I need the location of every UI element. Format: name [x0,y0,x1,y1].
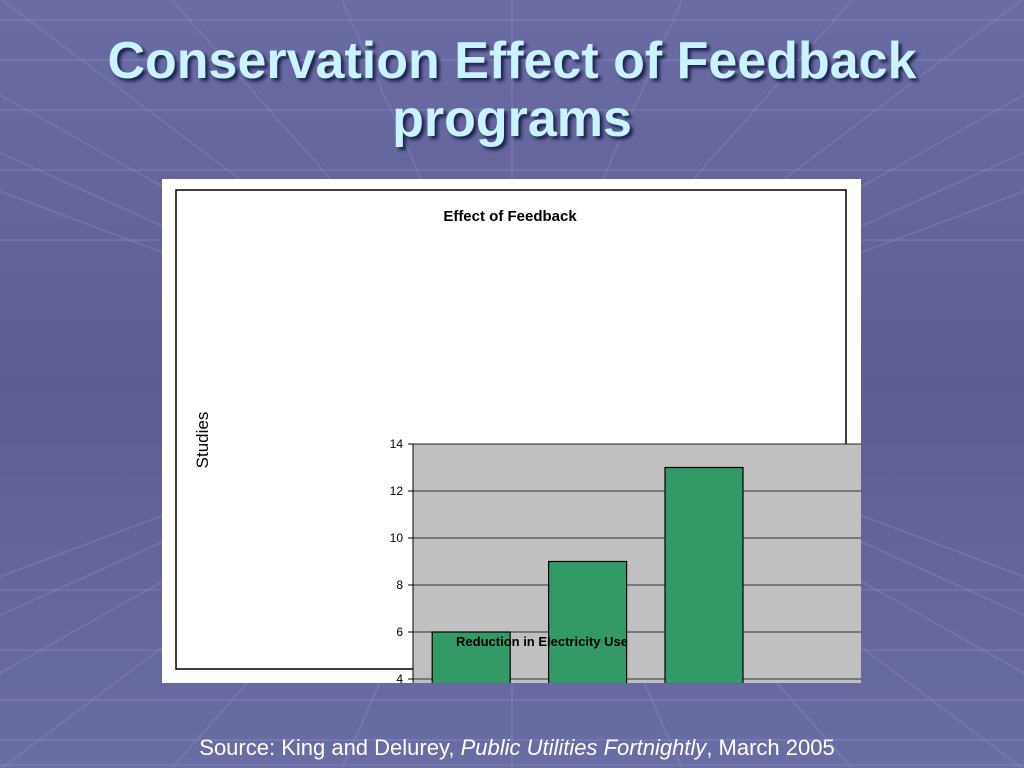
bar-chart: Effect of Feedback 02468101214 0-4%5-9%1… [175,189,861,683]
y-axis: 02468101214 [390,437,414,683]
y-tick-label: 6 [396,625,403,639]
y-tick-label: 4 [396,672,403,683]
y-tick-label: 12 [390,484,404,498]
source-publication: Public Utilities Fortnightly [460,735,707,760]
chart-title: Effect of Feedback [443,208,577,225]
y-tick-label: 14 [390,437,404,451]
bars [431,466,744,683]
bar-10-14% [664,466,744,683]
chart-container: Effect of Feedback 02468101214 0-4%5-9%1… [162,179,861,683]
y-tick-label: 8 [396,578,403,592]
source-prefix: Source: King and Delurey, [199,735,461,760]
slide-title-line-1: Conservation Effect of Feedback [107,32,917,90]
y-tick-label: 10 [390,531,404,545]
bar-5-9% [548,560,628,683]
slide-title: Conservation Effect of Feedback programs [0,32,1024,148]
source-citation: Source: King and Delurey, Public Utiliti… [0,734,1024,762]
slide-title-line-2: programs [392,90,632,148]
bar-0-4% [431,631,511,683]
x-axis-label: Reduction in Electricity Use [456,634,628,649]
source-suffix: , March 2005 [706,735,835,760]
y-axis-label: Studies [193,412,212,469]
